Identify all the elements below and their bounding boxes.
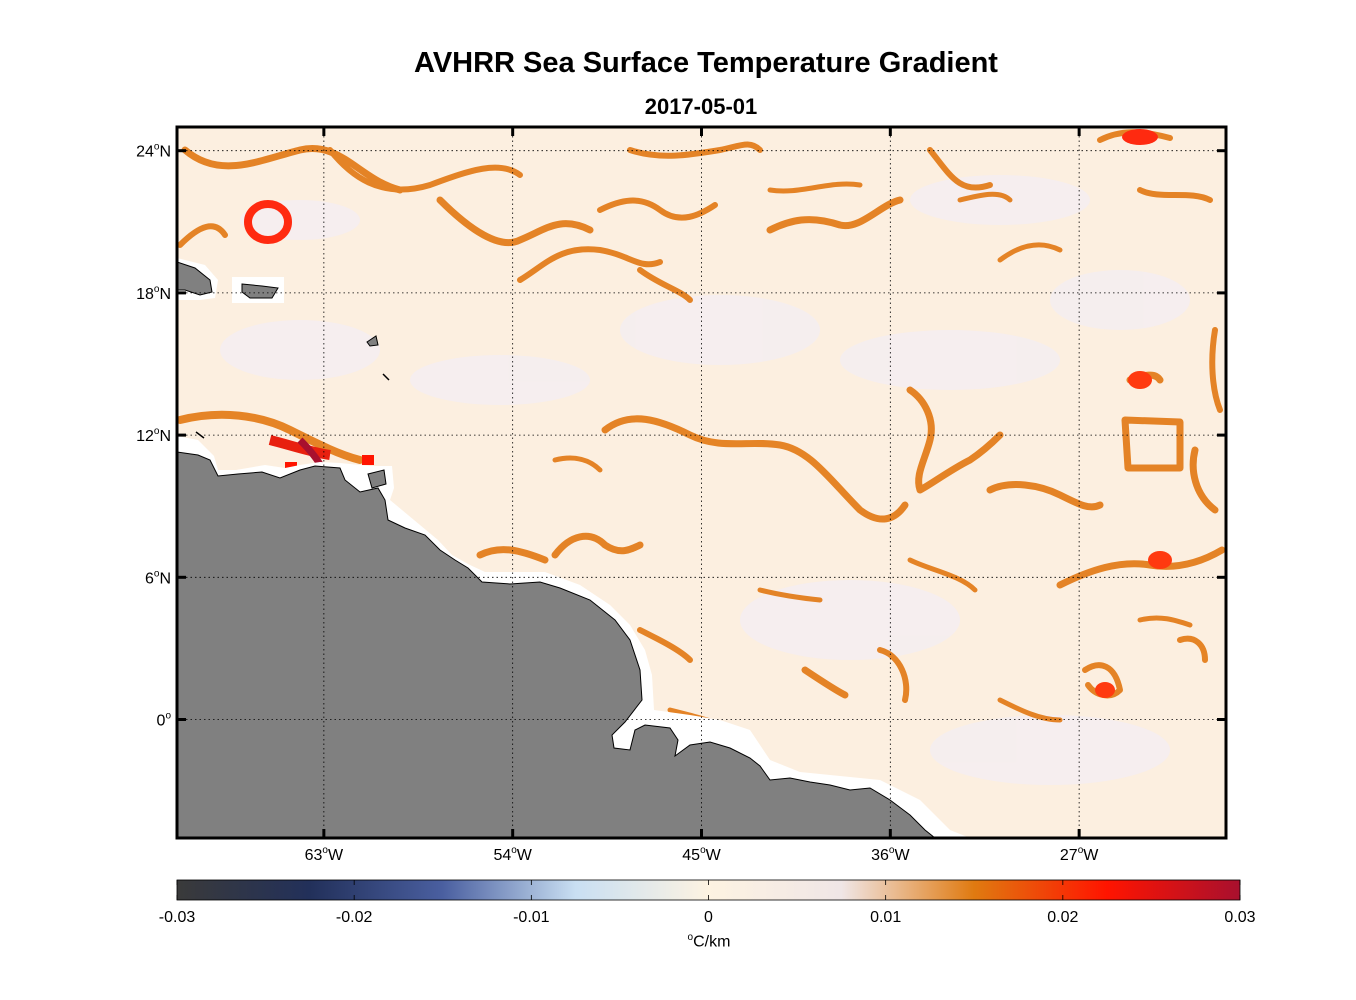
gradient-fronts (177, 129, 1226, 731)
tick-label-lon: 45oW (682, 845, 721, 864)
strong-gradient-spots (244, 129, 1172, 698)
land-islet-2 (382, 373, 390, 381)
tick-label-lon: 36oW (871, 845, 910, 864)
chart-title: AVHRR Sea Surface Temperature Gradient (414, 47, 998, 79)
chart-subtitle: 2017-05-01 (644, 94, 758, 119)
colorbar-tick-label: -0.01 (513, 909, 550, 926)
tick-label-lat: 6oN (145, 568, 171, 587)
tick-label-lon: 27oW (1060, 845, 1099, 864)
colorbar-tick-label: 0 (704, 909, 713, 926)
colorbar-tick-label: 0.03 (1224, 909, 1256, 926)
land-islet-4 (367, 469, 387, 489)
colorbar-unit-text: C/km (693, 933, 731, 951)
colorbar-tick-label: -0.02 (335, 909, 373, 926)
axis-tick-labels: 63oW 54oW 45oW 36oW 27oW 24oN 18oN 12oN 6oN 0o (136, 142, 1099, 864)
sea-texture (220, 175, 1190, 785)
land-south-america (177, 451, 936, 838)
colorbar-tick-label: 0.01 (870, 909, 902, 926)
colorbar-tick-label: 0.02 (1047, 909, 1079, 926)
tick-label-lat: 12oN (136, 426, 171, 445)
tick-label-lat: 0o (157, 711, 172, 730)
land-island (241, 283, 279, 299)
colorbar-ticks (176, 880, 1241, 900)
map-frame (175, 125, 1228, 840)
land-islet-1 (366, 335, 379, 347)
tick-label-lon: 63oW (305, 845, 344, 864)
tick-label-lat: 24oN (136, 142, 171, 161)
tick-label-lat: 18oN (136, 284, 171, 303)
colorbar-unit: oC/km (687, 932, 731, 951)
colorbar-tick-label: -0.03 (158, 909, 196, 926)
tick-label-lon: 54oW (493, 845, 532, 864)
graticule (177, 127, 1226, 838)
